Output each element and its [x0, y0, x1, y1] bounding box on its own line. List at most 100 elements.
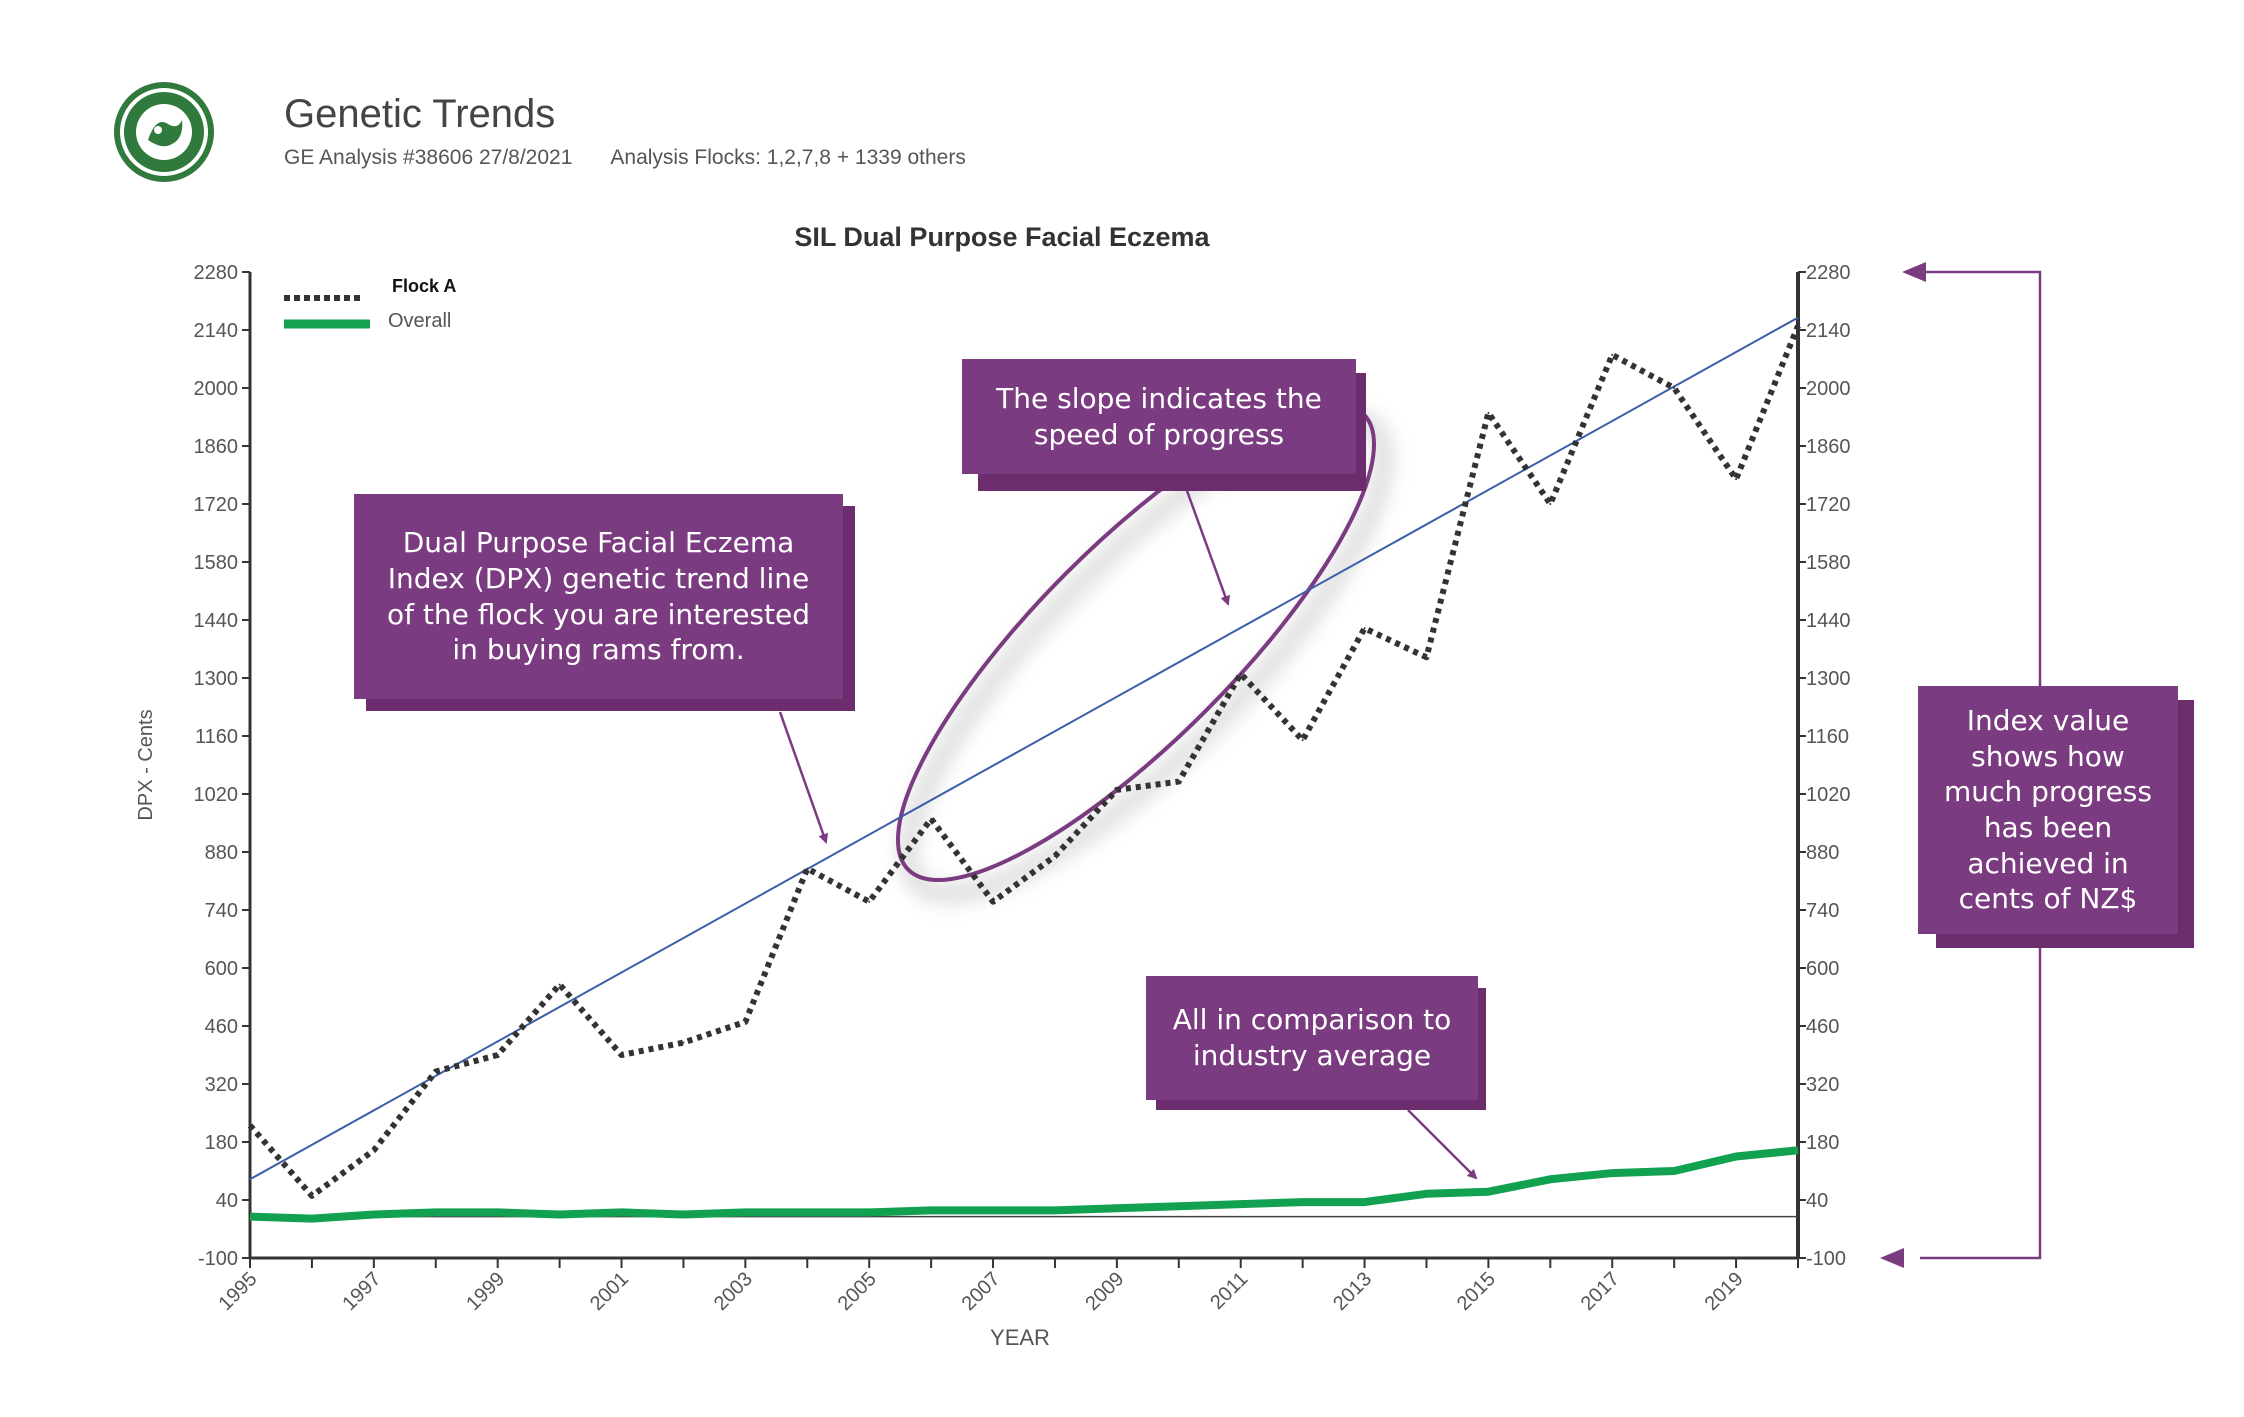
index-bracket-bottom	[1920, 934, 2042, 1260]
y-tick-label-left: 1580	[194, 552, 239, 574]
series-flock-a-point	[1239, 672, 1242, 675]
series-flock-a-point	[1487, 411, 1490, 414]
y-tick-label-left: 1020	[194, 784, 239, 806]
y-tick-label-right: 1160	[1806, 726, 1849, 748]
x-tick-label: 2009	[1081, 1268, 1128, 1315]
y-tick-label-right: 740	[1806, 900, 1839, 922]
legend-overall-label: Overall	[388, 310, 451, 332]
series-flock-a-point	[1611, 353, 1614, 356]
index-arrow-top	[1902, 262, 1926, 282]
page-title: Genetic Trends	[284, 92, 556, 136]
series-flock-a-point	[682, 1041, 685, 1044]
y-tick-label-right: 1720	[1806, 494, 1851, 516]
y-tick-label-left: 880	[205, 842, 238, 864]
y-tick-label-right: 460	[1806, 1016, 1839, 1038]
x-tick-label: 2001	[586, 1268, 633, 1315]
x-tick-label: 2011	[1206, 1268, 1252, 1314]
x-tick-label: 2003	[710, 1268, 757, 1315]
y-tick-label-left: 2000	[194, 378, 239, 400]
series-flock-a-point	[1115, 788, 1118, 791]
sil-logo-icon	[114, 82, 214, 182]
series-flock-a-point	[1673, 387, 1676, 389]
arrow-slope-to-ellipse	[1184, 487, 1230, 606]
y-tick-label-left: 2280	[194, 262, 239, 284]
index-bracket-top	[1920, 270, 2042, 686]
series-flock-a-point	[1425, 656, 1428, 659]
y-tick-label-left: 320	[205, 1074, 238, 1096]
series-flock-a-point	[930, 817, 933, 820]
y-tick-label-right: 320	[1806, 1074, 1839, 1096]
callout-index-text: Index value shows how much progress has …	[1918, 686, 2178, 934]
series-flock-a-point	[310, 1194, 313, 1197]
y-tick-label-left: 1720	[194, 494, 239, 516]
analysis-id: GE Analysis #38606 27/8/2021	[284, 146, 573, 169]
x-tick-label: 2019	[1701, 1268, 1748, 1315]
analysis-flocks: Analysis Flocks: 1,2,7,8 + 1339 others	[610, 146, 966, 169]
y-tick-label-right: 2280	[1806, 262, 1851, 284]
series-flock-a-point	[1735, 478, 1738, 481]
y-tick-label-right: 2140	[1806, 320, 1851, 342]
y-tick-label-right: 1300	[1806, 668, 1851, 690]
series-flock-a-point	[992, 900, 995, 903]
x-tick-label: 2005	[834, 1268, 881, 1315]
series	[247, 316, 1801, 1223]
y-tick-label-right: 1440	[1806, 610, 1851, 632]
y-tick-label-right: 1580	[1806, 552, 1851, 574]
y-tick-label-right: 880	[1806, 842, 1839, 864]
y-tick-label-left: 740	[205, 900, 238, 922]
y-tick-label-left: 2140	[194, 320, 239, 342]
x-tick-label: 2017	[1577, 1268, 1624, 1315]
series-flock-a-point	[868, 900, 871, 903]
y-tick-label-right: 1860	[1806, 436, 1851, 458]
y-tick-label-left: 600	[205, 958, 238, 980]
series-flock-a-point	[806, 867, 809, 870]
callout-slope-text: The slope indicates the speed of progres…	[962, 359, 1356, 474]
series-flock-a-point	[496, 1054, 499, 1056]
series-flock-a-point	[1301, 739, 1304, 742]
y-tick-label-right: 40	[1806, 1190, 1828, 1212]
x-tick-label: 1999	[462, 1268, 509, 1315]
y-tick-label-left: 180	[205, 1132, 238, 1154]
callout-dpx-text: Dual Purpose Facial Eczema Index (DPX) g…	[354, 494, 843, 699]
y-tick-label-left: 460	[205, 1016, 238, 1038]
chart-title: SIL Dual Purpose Facial Eczema	[794, 222, 1210, 252]
y-tick-label-left: 1440	[194, 610, 239, 632]
x-tick-label: 1997	[338, 1268, 385, 1315]
y-tick-label-left: 1160	[195, 726, 238, 748]
series-flock-a-line	[247, 324, 1801, 1199]
series-flock-a-point	[1363, 627, 1366, 630]
y-tick-label-right: -100	[1806, 1248, 1846, 1270]
series-flock-a-point	[249, 1124, 251, 1127]
x-tick-label: 2007	[958, 1268, 1005, 1315]
annotations	[778, 262, 2042, 1268]
trend-line	[249, 316, 1799, 1181]
x-tick-label: 2015	[1453, 1268, 1500, 1315]
series-flock-a-point	[1549, 503, 1552, 505]
index-arrow-bottom	[1880, 1248, 1904, 1268]
y-tick-label-right: 180	[1806, 1132, 1839, 1154]
y-tick-label-left: 1300	[194, 668, 239, 690]
y-tick-label-left: -100	[198, 1248, 238, 1270]
legend: Flock A Overall	[284, 276, 456, 332]
y-axis-label: DPX - Cents	[135, 709, 157, 820]
y-tick-label-left: 1860	[194, 436, 239, 458]
series-flock-a-point	[1177, 780, 1180, 783]
arrow-dpx-to-line	[778, 711, 829, 844]
series-flock-a-point	[1797, 324, 1799, 327]
y-tick-label-right: 1020	[1806, 784, 1851, 806]
y-tick-label-right: 600	[1806, 958, 1839, 980]
callout-comparison-text: All in comparison to industry average	[1146, 976, 1478, 1100]
series-flock-a-point	[434, 1070, 437, 1073]
arrow-comparison-to-overall	[1407, 1109, 1478, 1180]
series-flock-a-point	[744, 1020, 747, 1023]
y-tick-label-right: 2000	[1806, 378, 1851, 400]
y-tick-label-left: 40	[216, 1190, 238, 1212]
series-flock-a-point	[620, 1054, 623, 1056]
x-axis-label: YEAR	[990, 1325, 1050, 1350]
series-flock-a-point	[372, 1149, 375, 1152]
series-flock-a-point	[558, 983, 561, 986]
legend-flock-label: Flock A	[392, 276, 456, 296]
x-tick-label: 2013	[1329, 1268, 1376, 1315]
series-flock-a-point	[1053, 855, 1056, 858]
